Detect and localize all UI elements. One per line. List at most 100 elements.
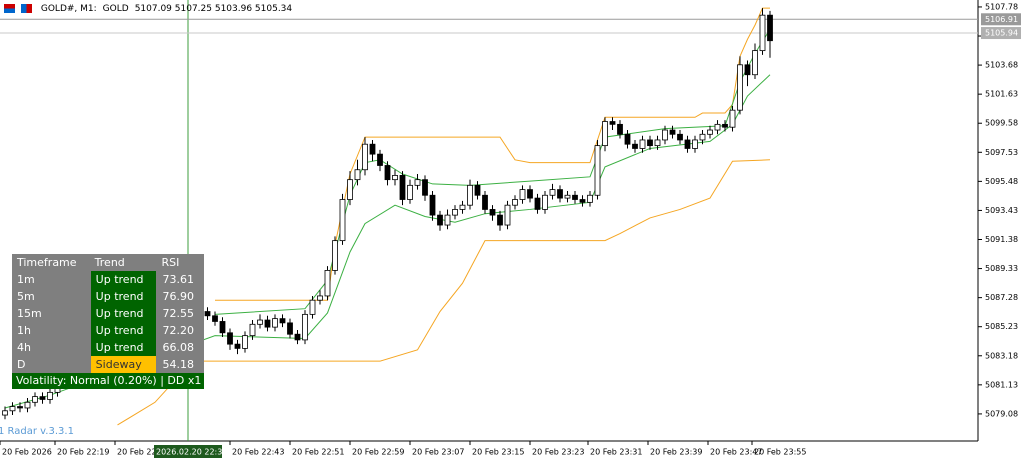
icon <box>4 4 15 13</box>
x-tick-label: 20 Feb 22:59 <box>352 448 404 457</box>
candle-body <box>227 332 233 345</box>
rsi-table: Timeframe Trend RSI 1m Up trend 73.61 5m Up tre… <box>12 254 204 373</box>
rsi-cell: 72.20 <box>162 324 195 337</box>
table-row: Timeframe Trend RSI <box>12 254 204 271</box>
indicator-line <box>214 29 771 315</box>
candle-body <box>549 189 556 196</box>
indicator-line <box>117 159 771 426</box>
candle-body <box>744 64 751 76</box>
y-tick-label: 5085.23 <box>985 322 1018 331</box>
candle-body <box>602 121 608 147</box>
candle-body <box>662 129 668 141</box>
y-tick-label: 5089.33 <box>985 264 1018 273</box>
candle-body <box>467 184 473 206</box>
rsi-cell: 76.90 <box>162 290 195 303</box>
candle-body <box>264 319 271 328</box>
icon <box>21 4 32 13</box>
candle-body <box>677 133 683 141</box>
candle-body <box>2 410 8 416</box>
x-tick-label: 20 Feb 22:51 <box>292 448 344 457</box>
candle-body <box>534 197 541 210</box>
candle-body <box>617 123 623 135</box>
candle-body <box>737 64 743 111</box>
rsi-cell: 73.61 <box>162 273 195 286</box>
trend-cell: Sideway <box>88 356 158 373</box>
candle-body <box>287 322 293 335</box>
trend-cell: Up trend <box>88 322 158 339</box>
candle-body <box>624 133 631 145</box>
y-tick-label: 5087.28 <box>985 293 1018 302</box>
y-tick-label: 5083.18 <box>985 351 1018 360</box>
candle-body <box>557 189 563 199</box>
candle-body <box>362 143 368 171</box>
x-tick-label: 20 Feb 23:55 <box>754 448 806 457</box>
x-tick-label: 20 Feb 23:15 <box>472 448 524 457</box>
candle-body <box>587 194 593 203</box>
candle-body <box>414 179 421 186</box>
candle-body <box>729 109 736 128</box>
candle-body <box>32 396 38 403</box>
trend-cell: Up trend <box>88 305 158 322</box>
y-tick-label: 5107.78 <box>985 2 1018 11</box>
candle-body <box>302 313 308 341</box>
candle-body <box>504 204 511 226</box>
symbol: GOLD#, M1: <box>40 4 97 14</box>
timeframe-cell: 15m <box>17 307 42 320</box>
candle-body <box>17 406 23 409</box>
candle-body <box>309 299 316 315</box>
candle-body <box>594 145 601 196</box>
candle-body <box>519 189 526 200</box>
candle-body <box>384 165 391 181</box>
x-tick-label: 20 Feb 23:23 <box>532 448 584 457</box>
candle-body <box>369 143 376 155</box>
table-row: 5m Up trend 76.90 <box>12 288 204 305</box>
x-tick-label: 20 Feb 23:07 <box>412 448 464 457</box>
candle-body <box>407 184 413 200</box>
y-tick-label: 5081.13 <box>985 380 1018 389</box>
candle-body <box>437 214 443 226</box>
x-tick-label: 20 Feb 23:31 <box>590 448 642 457</box>
rsi-panel: Timeframe Trend RSI 1m Up trend 73.61 5m Up tre… <box>12 254 204 389</box>
trend-cell: Up trend <box>88 288 158 305</box>
candle-body <box>452 209 458 216</box>
candle-body <box>654 139 661 147</box>
candle-body <box>242 335 248 349</box>
candle-body <box>579 199 586 203</box>
ask-label: 5105.94 <box>985 29 1018 38</box>
candle-body <box>474 184 481 196</box>
table-row: 1m Up trend 73.61 <box>12 271 204 288</box>
y-tick-label: 5079.08 <box>985 409 1018 418</box>
y-tick-label: 5093.43 <box>985 206 1018 215</box>
candle-body <box>714 123 721 131</box>
candle-body <box>632 143 638 149</box>
candle-body <box>219 321 226 334</box>
candle-body <box>767 14 773 42</box>
timeframe-cell: 4h <box>17 341 31 354</box>
rsi-cell: 72.55 <box>162 307 195 320</box>
header: GOLD#, M1: GOLD 5107.09 5107.25 5103.96 51… <box>4 1 298 17</box>
x-tick-label: 20 Feb 22:19 <box>57 448 109 457</box>
table-row: 15m Up trend 72.55 <box>12 305 204 322</box>
candle-body <box>272 318 278 328</box>
candle-body <box>752 50 758 76</box>
y-tick-label: 5091.38 <box>985 235 1018 244</box>
x-tick-label: 20 Feb 23:47 <box>710 448 762 457</box>
candle-body <box>759 14 766 52</box>
candle-body <box>204 311 211 317</box>
candle-body <box>39 396 46 400</box>
candle-body <box>234 343 241 349</box>
candle-body <box>722 123 728 128</box>
header-cell: Trend <box>94 256 125 269</box>
rsi-cell: 54.18 <box>162 358 195 371</box>
candle-body <box>24 401 31 409</box>
cursor-label: 2026.02.20 22:37 <box>156 448 227 457</box>
candle-body <box>527 189 533 199</box>
bid-label: 5106.91 <box>985 15 1018 24</box>
ask-label-bg <box>981 27 1021 40</box>
candle-body <box>257 319 263 325</box>
timeframe-cell: D <box>17 358 26 371</box>
candle-body <box>489 209 496 216</box>
indicator-line <box>215 7 770 301</box>
